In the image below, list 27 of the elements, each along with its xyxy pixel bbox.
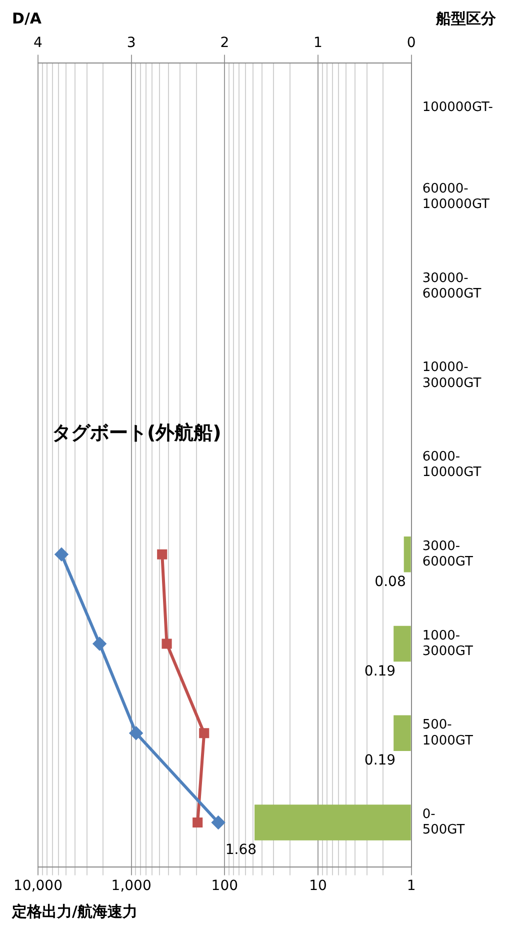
y-tick-label: 6000-10000GT <box>422 450 482 480</box>
x-axis-title: 定格出力/航海速力 <box>11 902 138 920</box>
y-tick-label: 1000-3000GT <box>422 628 474 659</box>
x-tick-label: 10 <box>309 878 327 894</box>
y-tick-label: 30000-60000GT <box>422 270 482 302</box>
x-tick-label: 10,000 <box>14 878 62 894</box>
data-label: 0.19 <box>364 663 396 680</box>
annotation: タグボート(外航船) <box>52 422 222 444</box>
x-tick-label: 1 <box>406 878 416 894</box>
data-label: 1.68 <box>225 842 257 858</box>
y-tick-label: 100000GT- <box>422 100 494 115</box>
x2-tick-label: 3 <box>126 35 136 52</box>
x-tick-label: 1,000 <box>111 878 152 894</box>
x2-axis-title: D/A <box>12 9 42 28</box>
y-tick-label: 3000-6000GT <box>422 538 474 570</box>
x-tick-label: 100 <box>211 878 238 894</box>
data-label: 0.08 <box>374 574 406 590</box>
x2-tick-label: 1 <box>314 35 322 52</box>
data-label: 0.19 <box>364 752 396 769</box>
x2-tick-label: 0 <box>406 35 416 52</box>
y-tick-label: 0-500GT <box>422 807 465 838</box>
x2-tick-label: 2 <box>220 35 230 52</box>
y-axis-title: 船型区分 <box>435 9 497 28</box>
y-tick-label: 500-1000GT <box>422 718 474 748</box>
x2-tick-label: 4 <box>34 35 43 52</box>
y-tick-label: 60000-100000GT <box>422 181 490 212</box>
y-tick-label: 10000-30000GT <box>422 360 482 391</box>
